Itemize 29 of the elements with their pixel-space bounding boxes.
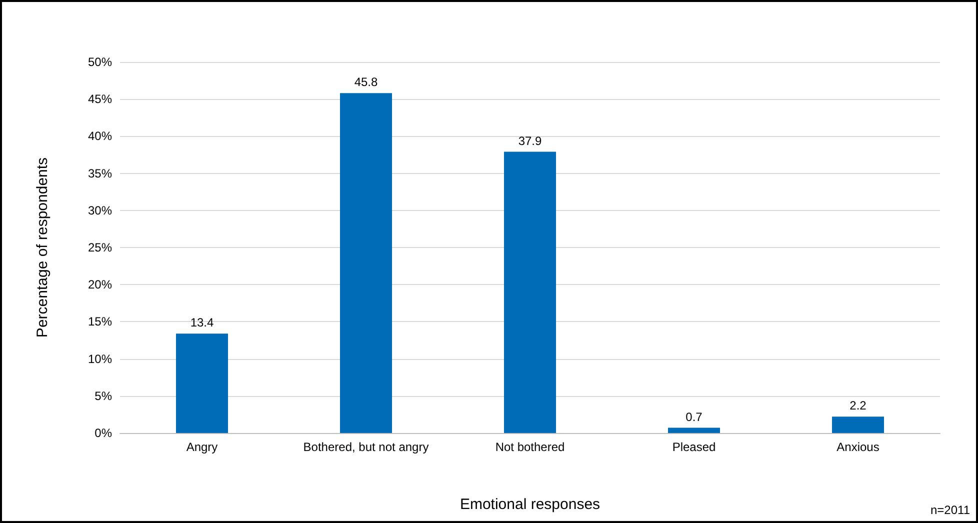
y-tick-label: 45% xyxy=(88,92,112,106)
y-tick-label: 40% xyxy=(88,129,112,144)
y-tick-label: 10% xyxy=(88,352,112,366)
bar xyxy=(340,93,392,433)
y-tick-label: 15% xyxy=(88,314,112,329)
data-label: 2.2 xyxy=(850,398,867,413)
bar xyxy=(176,334,228,433)
x-tick-label: Angry xyxy=(186,440,218,454)
data-label: 0.7 xyxy=(686,410,703,424)
bar xyxy=(504,152,556,433)
data-label: 45.8 xyxy=(354,75,378,90)
bar xyxy=(668,428,720,433)
x-tick-label: Anxious xyxy=(836,440,880,454)
x-tick-label: Not bothered xyxy=(495,440,565,454)
y-tick-label: 0% xyxy=(94,426,112,440)
data-label: 37.9 xyxy=(518,134,542,148)
y-tick-label: 5% xyxy=(94,388,112,403)
bar xyxy=(832,416,884,433)
y-axis-title: Percentage of respondents xyxy=(34,157,51,338)
y-tick-label: 50% xyxy=(88,55,112,69)
x-axis-title: Emotional responses xyxy=(460,496,600,513)
x-tick-label: Bothered, but not angry xyxy=(303,440,429,454)
y-tick-label: 20% xyxy=(88,278,112,292)
y-tick-label: 25% xyxy=(88,240,112,254)
data-label: 13.4 xyxy=(190,316,214,330)
text: n=2011 xyxy=(930,503,970,517)
x-tick-label: Pleased xyxy=(672,440,716,454)
y-tick-label: 35% xyxy=(88,166,112,180)
y-tick-label: 30% xyxy=(88,203,112,218)
